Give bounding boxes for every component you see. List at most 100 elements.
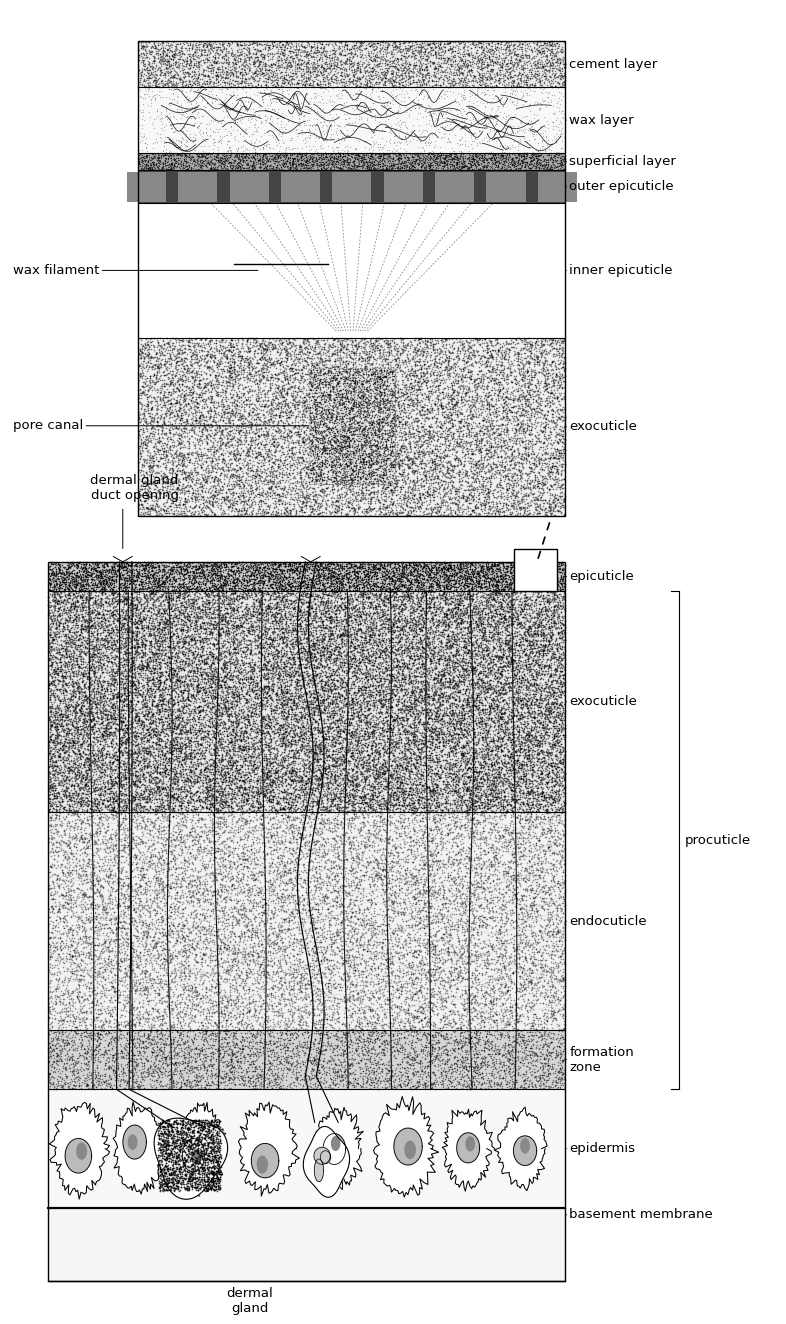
Point xyxy=(136,408,149,429)
Point xyxy=(124,755,137,776)
Point xyxy=(546,588,559,609)
Point xyxy=(427,1016,439,1037)
Point xyxy=(476,625,489,646)
Point xyxy=(384,878,396,899)
Point xyxy=(509,365,522,387)
Point xyxy=(313,49,325,70)
Point xyxy=(221,421,233,442)
Point xyxy=(327,461,340,482)
Point xyxy=(197,874,210,895)
Point xyxy=(249,764,262,785)
Point xyxy=(384,685,396,706)
Point xyxy=(316,379,329,400)
Point xyxy=(124,621,137,642)
Point xyxy=(428,57,440,78)
Point xyxy=(354,421,366,442)
Point xyxy=(175,882,188,903)
Point xyxy=(138,749,150,771)
Point xyxy=(207,485,219,506)
Point xyxy=(131,929,144,951)
Point xyxy=(263,637,275,658)
Point xyxy=(134,32,147,53)
Point xyxy=(431,463,443,485)
Point xyxy=(451,1050,464,1071)
Point xyxy=(236,585,248,606)
Point xyxy=(160,1136,172,1157)
Point xyxy=(410,956,423,977)
Point xyxy=(452,679,465,700)
Point xyxy=(513,632,526,653)
Point xyxy=(484,730,497,751)
Point xyxy=(179,414,192,436)
Point xyxy=(434,828,446,849)
Point xyxy=(249,907,262,928)
Point xyxy=(148,335,160,356)
Point xyxy=(139,127,152,148)
Point xyxy=(143,54,156,75)
Point xyxy=(379,752,391,773)
Point xyxy=(351,357,363,379)
Point xyxy=(514,604,527,625)
Point xyxy=(135,474,148,495)
Point xyxy=(441,718,454,739)
Point xyxy=(538,588,551,609)
Point xyxy=(176,842,189,863)
Point xyxy=(128,831,141,853)
Point xyxy=(318,332,331,354)
Point xyxy=(230,757,242,779)
Point xyxy=(261,445,274,466)
Point xyxy=(533,560,545,581)
Point xyxy=(336,467,348,489)
Point xyxy=(288,421,301,442)
Point xyxy=(507,1071,520,1092)
Point xyxy=(141,782,154,804)
Point xyxy=(362,929,375,951)
Point xyxy=(401,944,413,965)
Point xyxy=(455,478,468,499)
Point xyxy=(183,632,196,653)
Point xyxy=(222,784,234,805)
Point xyxy=(381,567,394,588)
Point xyxy=(421,636,434,657)
Point xyxy=(125,683,138,704)
Point xyxy=(411,559,424,580)
Point xyxy=(162,632,174,653)
Point xyxy=(258,949,270,970)
Point xyxy=(362,820,375,841)
Point xyxy=(514,712,527,733)
Point xyxy=(125,674,138,695)
Point xyxy=(417,331,430,352)
Point xyxy=(488,711,501,732)
Point xyxy=(463,588,476,609)
Point xyxy=(244,719,256,740)
Point xyxy=(190,565,203,587)
Point xyxy=(182,579,195,600)
Point xyxy=(524,696,537,718)
Point xyxy=(155,1047,167,1068)
Point xyxy=(479,933,492,955)
Point xyxy=(505,614,518,636)
Point xyxy=(508,479,520,500)
Point xyxy=(368,986,380,1008)
Point xyxy=(231,385,244,406)
Point xyxy=(473,1062,486,1083)
Point xyxy=(212,624,225,645)
Point xyxy=(270,351,283,372)
Point xyxy=(191,731,204,752)
Point xyxy=(119,1014,132,1035)
Point xyxy=(501,719,513,740)
Point xyxy=(396,792,409,813)
Point xyxy=(178,963,190,984)
Point xyxy=(497,136,509,158)
Point xyxy=(323,384,336,405)
Point xyxy=(169,381,182,402)
Point xyxy=(424,616,437,637)
Point xyxy=(313,695,325,716)
Point xyxy=(274,955,287,976)
Point xyxy=(331,342,343,363)
Point xyxy=(407,389,420,410)
Point xyxy=(244,478,257,499)
Point xyxy=(103,706,116,727)
Point xyxy=(455,801,468,822)
Point xyxy=(365,560,378,581)
